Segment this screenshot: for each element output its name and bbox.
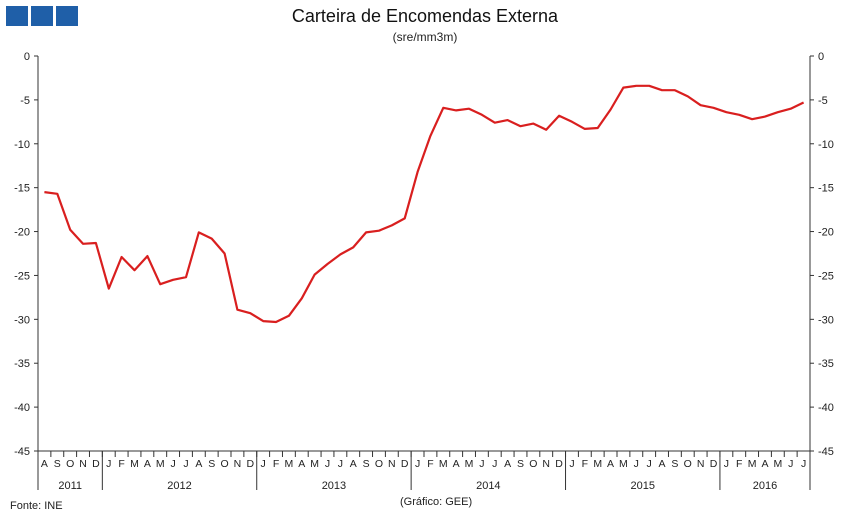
x-month-label: N (79, 458, 87, 470)
x-month-label: O (529, 458, 537, 470)
x-month-label: J (569, 458, 574, 470)
x-month-label: O (684, 458, 692, 470)
y-tick-label-right: -20 (818, 227, 834, 239)
x-month-label: S (517, 458, 524, 470)
x-month-label: J (492, 458, 497, 470)
y-tick-label-left: -10 (14, 139, 30, 151)
x-month-label: O (220, 458, 228, 470)
chart-subtitle: (sre/mm3m) (392, 30, 458, 44)
x-month-label: J (479, 458, 484, 470)
x-month-label: F (427, 458, 433, 470)
y-tick-label-left: -20 (14, 227, 30, 239)
x-month-label: A (607, 458, 614, 470)
x-month-label: D (401, 458, 409, 470)
logo-block-2 (31, 6, 53, 26)
x-month-label: S (54, 458, 61, 470)
x-month-label: M (465, 458, 474, 470)
logo-block-1 (6, 6, 28, 26)
x-month-label: A (41, 458, 48, 470)
x-year-label: 2015 (630, 480, 654, 492)
y-tick-label-left: -45 (14, 446, 30, 458)
x-month-label: D (247, 458, 255, 470)
chart-credit: (Gráfico: GEE) (400, 496, 473, 508)
chart-title: Carteira de Encomendas Externa (291, 6, 559, 26)
x-month-label: J (106, 458, 111, 470)
series-line (44, 84, 805, 324)
x-month-label: J (634, 458, 639, 470)
x-month-label: J (325, 458, 330, 470)
x-month-label: A (761, 458, 768, 470)
x-month-label: M (748, 458, 757, 470)
logo-block-3 (56, 6, 78, 26)
x-month-label: D (92, 458, 100, 470)
x-month-label: M (773, 458, 782, 470)
x-month-label: F (582, 458, 588, 470)
x-month-label: M (439, 458, 448, 470)
y-tick-label-right: -45 (818, 446, 834, 458)
x-month-label: M (593, 458, 602, 470)
x-month-label: A (453, 458, 460, 470)
y-tick-label-left: -35 (14, 358, 30, 370)
x-month-label: M (310, 458, 319, 470)
x-month-label: A (144, 458, 151, 470)
x-month-label: A (298, 458, 305, 470)
y-tick-label-left: -30 (14, 314, 30, 326)
x-month-label: F (273, 458, 279, 470)
x-month-label: J (170, 458, 175, 470)
x-month-label: M (156, 458, 165, 470)
y-tick-label-right: -10 (818, 139, 834, 151)
x-month-label: S (208, 458, 215, 470)
x-month-label: M (285, 458, 294, 470)
x-month-label: A (350, 458, 357, 470)
x-month-label: O (66, 458, 74, 470)
x-month-label: J (801, 458, 806, 470)
y-tick-label-right: -40 (818, 402, 834, 414)
y-tick-label-left: -40 (14, 402, 30, 414)
x-month-label: J (415, 458, 420, 470)
x-month-label: D (555, 458, 563, 470)
x-month-label: N (542, 458, 550, 470)
x-month-label: J (338, 458, 343, 470)
x-month-label: J (261, 458, 266, 470)
x-month-label: N (697, 458, 705, 470)
x-month-label: M (619, 458, 628, 470)
y-tick-label-left: -5 (20, 95, 30, 107)
x-month-label: N (388, 458, 396, 470)
x-month-label: J (788, 458, 793, 470)
x-year-label: 2014 (476, 480, 500, 492)
x-month-label: M (130, 458, 139, 470)
x-month-label: J (183, 458, 188, 470)
x-year-label: 2016 (753, 480, 777, 492)
source-note: Fonte: INE (10, 500, 63, 512)
x-month-label: F (736, 458, 742, 470)
y-tick-label-right: -35 (818, 358, 834, 370)
x-month-label: S (363, 458, 370, 470)
x-month-label: A (195, 458, 202, 470)
y-tick-label-left: 0 (24, 51, 30, 63)
y-tick-label-left: -25 (14, 270, 30, 282)
y-tick-label-right: -30 (818, 314, 834, 326)
y-tick-label-right: -15 (818, 183, 834, 195)
y-tick-label-right: -5 (818, 95, 828, 107)
y-tick-label-right: 0 (818, 51, 824, 63)
x-month-label: D (710, 458, 718, 470)
x-month-label: A (659, 458, 666, 470)
x-year-label: 2013 (322, 480, 346, 492)
x-year-label: 2011 (58, 480, 82, 492)
x-month-label: F (118, 458, 124, 470)
y-tick-label-left: -15 (14, 183, 30, 195)
x-month-label: J (724, 458, 729, 470)
x-month-label: J (647, 458, 652, 470)
x-month-label: A (504, 458, 511, 470)
x-month-label: O (375, 458, 383, 470)
x-month-label: S (671, 458, 678, 470)
y-tick-label-right: -25 (818, 270, 834, 282)
x-year-label: 2012 (167, 480, 191, 492)
x-month-label: N (234, 458, 242, 470)
